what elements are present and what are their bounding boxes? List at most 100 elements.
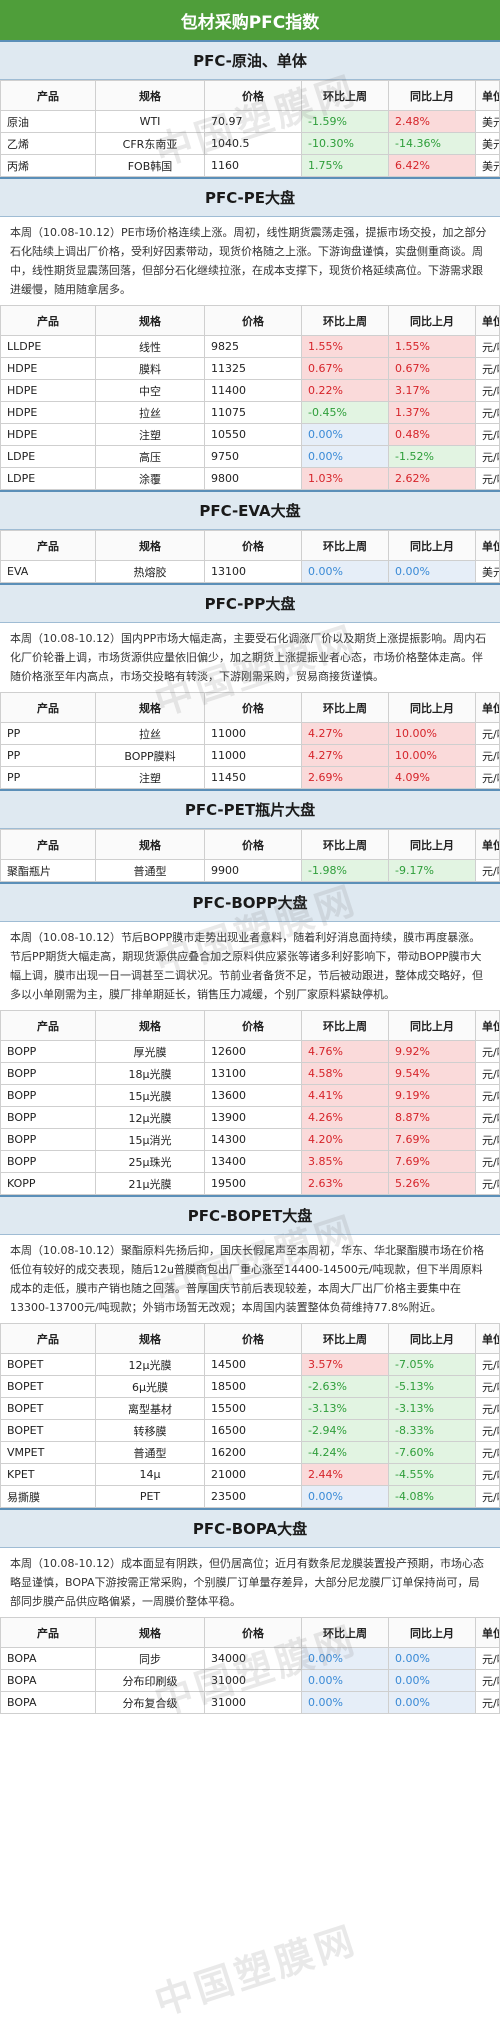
spec-cell: FOB韩国: [95, 154, 205, 177]
price-cell: 18500: [204, 1375, 302, 1398]
mom-change-cell: 0.67%: [301, 357, 389, 380]
unit-cell: 美元/吨: [475, 560, 500, 583]
header-product: 产品: [0, 305, 96, 336]
header-unit: 单位: [475, 530, 500, 561]
yoy-change-cell: 1.55%: [388, 335, 476, 358]
price-cell: 19500: [204, 1172, 302, 1195]
product-cell: HDPE: [0, 379, 96, 402]
unit-cell: 元/吨: [475, 1128, 500, 1151]
yoy-change-cell: 9.92%: [388, 1040, 476, 1063]
price-cell: 34000: [204, 1647, 302, 1670]
yoy-change-cell: 9.54%: [388, 1062, 476, 1085]
spec-cell: 25μ珠光: [95, 1150, 205, 1173]
price-cell: 9900: [204, 859, 302, 882]
unit-cell: 元/吨: [475, 423, 500, 446]
price-cell: 14500: [204, 1353, 302, 1376]
section-title: PFC-PET瓶片大盘: [0, 789, 500, 829]
price-cell: 21000: [204, 1463, 302, 1486]
yoy-change-cell: -3.13%: [388, 1397, 476, 1420]
yoy-change-cell: -14.36%: [388, 132, 476, 155]
header-mom: 环比上周: [301, 1010, 389, 1041]
price-table: 产品规格价格环比上周同比上月单位BOPP厚光膜126004.76%9.92%元/…: [0, 1010, 500, 1195]
product-cell: BOPP: [0, 1150, 96, 1173]
table-header-row: 产品规格价格环比上周同比上月单位: [0, 692, 500, 723]
product-cell: 原油: [0, 110, 96, 133]
product-cell: BOPP: [0, 1106, 96, 1129]
header-spec: 规格: [95, 1323, 205, 1354]
header-unit: 单位: [475, 829, 500, 860]
product-cell: VMPET: [0, 1441, 96, 1464]
spec-cell: 普通型: [95, 859, 205, 882]
mom-change-cell: 4.58%: [301, 1062, 389, 1085]
yoy-change-cell: -7.60%: [388, 1441, 476, 1464]
spec-cell: 普通型: [95, 1441, 205, 1464]
price-cell: 13100: [204, 1062, 302, 1085]
mom-change-cell: -4.24%: [301, 1441, 389, 1464]
mom-change-cell: 1.75%: [301, 154, 389, 177]
unit-cell: 元/吨: [475, 445, 500, 468]
watermark: 中国塑膜网: [149, 1917, 363, 2025]
header-spec: 规格: [95, 1010, 205, 1041]
price-cell: 1160: [204, 154, 302, 177]
mom-change-cell: 4.41%: [301, 1084, 389, 1107]
header-spec: 规格: [95, 305, 205, 336]
yoy-change-cell: 0.00%: [388, 1647, 476, 1670]
product-cell: 乙烯: [0, 132, 96, 155]
price-cell: 11450: [204, 766, 302, 789]
yoy-change-cell: 2.62%: [388, 467, 476, 490]
mom-change-cell: -0.45%: [301, 401, 389, 424]
unit-cell: 元/吨: [475, 1040, 500, 1063]
unit-cell: 元/吨: [475, 467, 500, 490]
product-cell: BOPET: [0, 1397, 96, 1420]
price-cell: 11000: [204, 722, 302, 745]
mom-change-cell: 1.55%: [301, 335, 389, 358]
section-paragraph: 本周（10.08-10.12）成本面显有阴跌，但仍居高位；近月有数条尼龙膜装置投…: [10, 1557, 484, 1608]
product-cell: BOPP: [0, 1128, 96, 1151]
product-cell: BOPA: [0, 1669, 96, 1692]
spec-cell: CFR东南亚: [95, 132, 205, 155]
product-cell: BOPET: [0, 1419, 96, 1442]
unit-cell: 元/吨: [475, 335, 500, 358]
price-cell: 13900: [204, 1106, 302, 1129]
table-header-row: 产品规格价格环比上周同比上月单位: [0, 1323, 500, 1354]
price-cell: 16500: [204, 1419, 302, 1442]
price-table: 产品规格价格环比上周同比上月单位LLDPE线性98251.55%1.55%元/吨…: [0, 305, 500, 490]
unit-cell: 元/吨: [475, 1463, 500, 1486]
header-yoy: 同比上月: [388, 1323, 476, 1354]
price-cell: 23500: [204, 1485, 302, 1508]
yoy-change-cell: 10.00%: [388, 722, 476, 745]
mom-change-cell: 4.27%: [301, 744, 389, 767]
product-cell: PP: [0, 722, 96, 745]
header-spec: 规格: [95, 80, 205, 111]
table-header-row: 产品规格价格环比上周同比上月单位: [0, 530, 500, 561]
header-yoy: 同比上月: [388, 692, 476, 723]
price-cell: 9800: [204, 467, 302, 490]
header-unit: 单位: [475, 1617, 500, 1648]
header-unit: 单位: [475, 80, 500, 111]
mom-change-cell: 0.00%: [301, 1669, 389, 1692]
yoy-change-cell: 5.26%: [388, 1172, 476, 1195]
price-cell: 9750: [204, 445, 302, 468]
spec-cell: BOPP膜料: [95, 744, 205, 767]
product-cell: BOPP: [0, 1040, 96, 1063]
header-price: 价格: [204, 1010, 302, 1041]
mom-change-cell: -2.63%: [301, 1375, 389, 1398]
yoy-change-cell: 8.87%: [388, 1106, 476, 1129]
header-mom: 环比上周: [301, 1617, 389, 1648]
spec-cell: 15μ光膜: [95, 1084, 205, 1107]
spec-cell: PET: [95, 1485, 205, 1508]
header-spec: 规格: [95, 1617, 205, 1648]
